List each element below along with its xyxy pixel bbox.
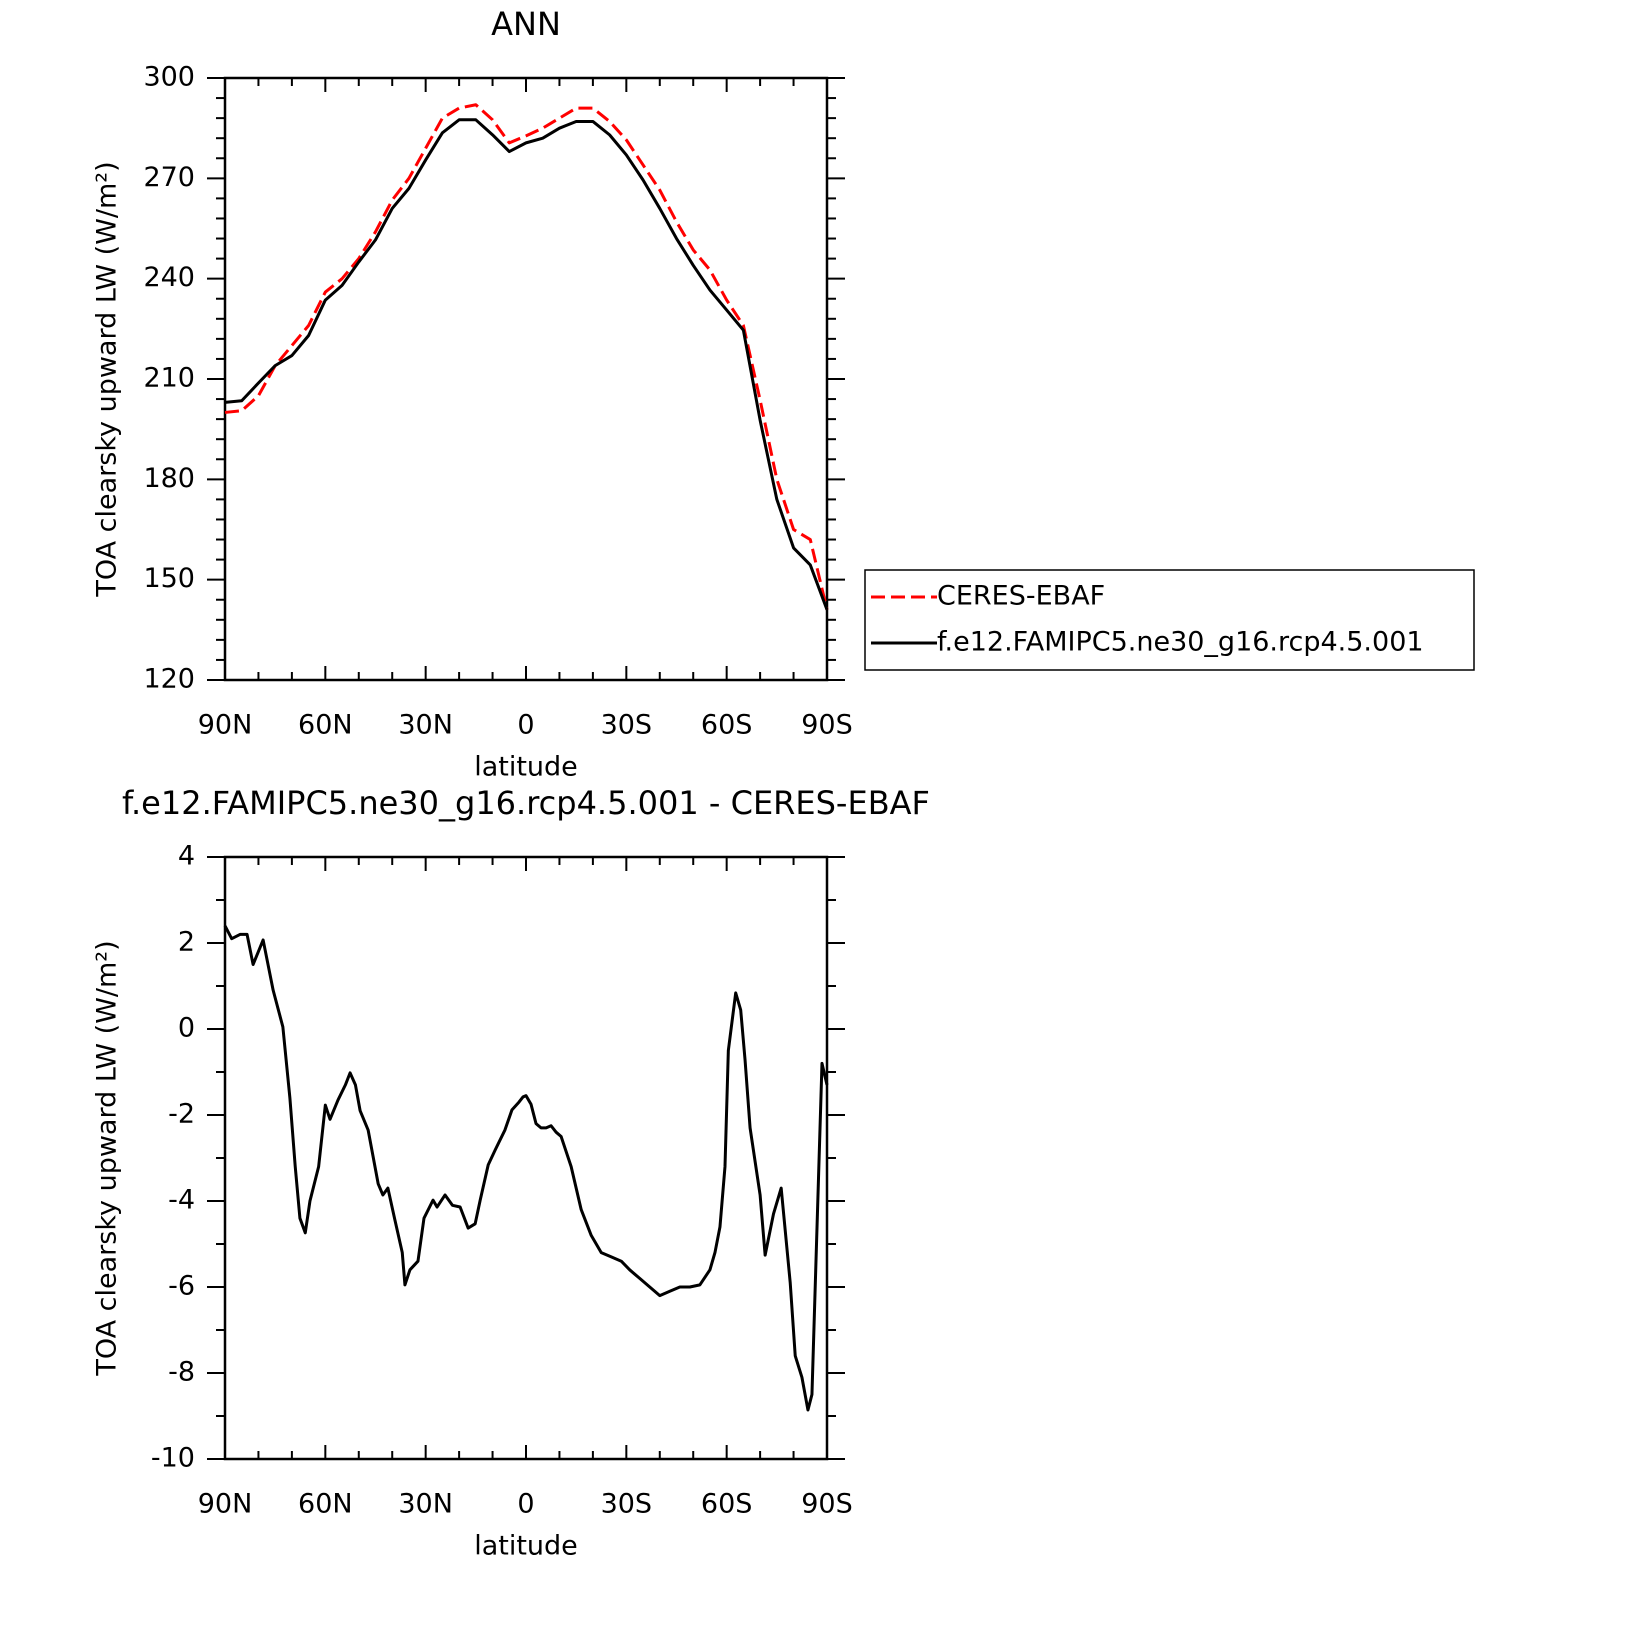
y-tick-label: 150 <box>143 563 195 594</box>
x-tick-label: 30N <box>398 710 453 741</box>
x-tick-label: 60N <box>298 1489 353 1520</box>
x-tick-label: 30N <box>398 1489 453 1520</box>
y-tick-label: 0 <box>178 1013 195 1044</box>
y-axis-label: TOA clearsky upward LW (W/m²) <box>92 940 123 1376</box>
y-tick-label: 180 <box>143 463 195 494</box>
y-tick-label: -4 <box>168 1185 195 1216</box>
y-tick-label: -2 <box>168 1099 195 1130</box>
plot-frame <box>223 76 829 682</box>
y-tick-label: -10 <box>151 1443 195 1474</box>
x-tick-label: 90N <box>198 1489 253 1520</box>
x-tick-label: 30S <box>601 710 653 741</box>
y-tick-label: 2 <box>178 927 195 958</box>
x-axis-label: latitude <box>474 752 578 783</box>
data-line <box>224 103 829 611</box>
plot-frame <box>223 855 829 1461</box>
y-tick-label: 4 <box>178 841 195 872</box>
x-tick-label: 60S <box>701 710 753 741</box>
y-tick-label: 210 <box>143 363 195 394</box>
x-tick-label: 0 <box>517 1489 534 1520</box>
legend-label: f.e12.FAMIPC5.ne30_g16.rcp4.5.001 <box>937 627 1424 658</box>
chart-title: ANN <box>491 5 561 43</box>
legend-label: CERES-EBAF <box>937 581 1105 612</box>
y-tick-label: 270 <box>143 162 195 193</box>
y-tick-label: 120 <box>143 664 195 695</box>
x-tick-label: 90N <box>198 710 253 741</box>
y-tick-label: -6 <box>168 1271 195 1302</box>
legend-box <box>864 569 1475 671</box>
chart-title: f.e12.FAMIPC5.ne30_g16.rcp4.5.001 - CERE… <box>122 784 930 822</box>
x-tick-label: 90S <box>801 1489 853 1520</box>
x-tick-label: 90S <box>801 710 853 741</box>
x-tick-label: 60S <box>701 1489 753 1520</box>
x-tick-label: 30S <box>601 1489 653 1520</box>
x-axis-label: latitude <box>474 1531 578 1562</box>
y-tick-label: 240 <box>143 262 195 293</box>
y-tick-label: -8 <box>168 1357 195 1388</box>
y-axis-label: TOA clearsky upward LW (W/m²) <box>92 161 123 597</box>
x-tick-label: 0 <box>517 710 534 741</box>
y-tick-label: 300 <box>143 62 195 93</box>
data-line <box>223 925 829 1412</box>
x-tick-label: 60N <box>298 710 353 741</box>
data-line <box>224 118 829 611</box>
